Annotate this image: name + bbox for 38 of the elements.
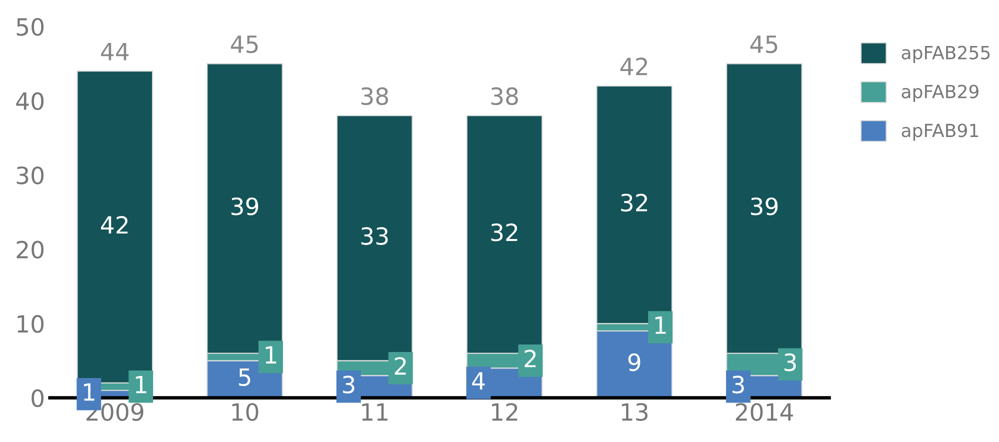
data-label: 2 — [524, 350, 536, 368]
data-label: 1 — [84, 383, 94, 401]
data-label: 5 — [239, 368, 250, 386]
total-label: 38 — [491, 87, 518, 106]
data-label: 2 — [394, 357, 406, 375]
data-label: 3 — [784, 353, 796, 372]
total-label: 38 — [361, 87, 388, 106]
y-tick-label: 20 — [16, 240, 44, 259]
y-tick-label: 50 — [16, 18, 44, 36]
total-label: 44 — [101, 43, 129, 60]
data-label: 39 — [232, 197, 258, 216]
x-tick-label: 12 — [492, 403, 518, 421]
y-tick-label: 40 — [16, 92, 44, 110]
y-tick-label: 10 — [18, 314, 44, 333]
x-tick-label: 2014 — [736, 403, 793, 421]
data-label: 42 — [101, 216, 128, 234]
data-label: 1 — [136, 376, 146, 394]
y-tick-label: 0 — [32, 389, 44, 408]
data-label: 32 — [491, 223, 518, 242]
y-tick-label: 30 — [16, 166, 44, 184]
total-label: 45 — [230, 36, 258, 54]
data-label: 33 — [361, 227, 388, 245]
data-label: 9 — [628, 353, 640, 372]
x-tick-label: 11 — [362, 403, 388, 421]
data-label: 1 — [655, 316, 666, 334]
total-label: 45 — [750, 36, 778, 54]
data-label: 32 — [621, 194, 648, 212]
x-tick-label: 10 — [232, 403, 258, 421]
data-label: 4 — [472, 372, 485, 390]
legend-label: apFAB255 — [902, 46, 990, 63]
data-label: 3 — [342, 376, 354, 394]
data-label: 39 — [751, 197, 778, 216]
legend-label: apFAB91 — [902, 124, 978, 141]
x-tick-label: 13 — [622, 403, 648, 421]
data-label: 3 — [732, 376, 744, 394]
data-label: 1 — [266, 346, 276, 364]
total-label: 42 — [620, 58, 648, 76]
legend-label: apFAB29 — [902, 84, 978, 102]
